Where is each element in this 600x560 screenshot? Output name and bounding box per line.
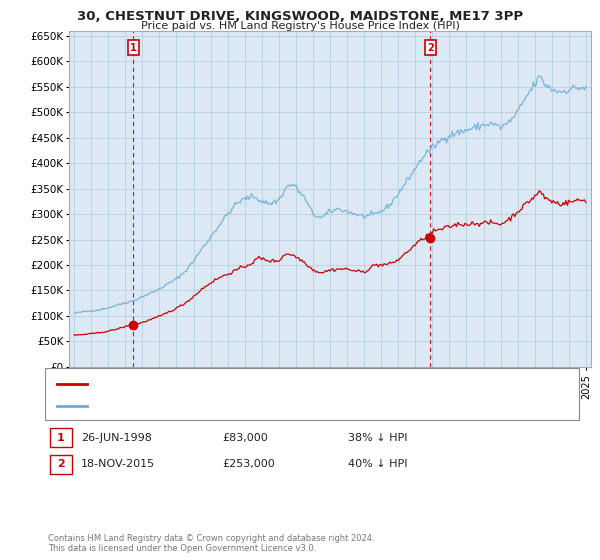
Text: 1: 1 xyxy=(57,432,65,442)
Text: £253,000: £253,000 xyxy=(222,459,275,469)
Text: 40% ↓ HPI: 40% ↓ HPI xyxy=(348,459,407,469)
Text: Price paid vs. HM Land Registry's House Price Index (HPI): Price paid vs. HM Land Registry's House … xyxy=(140,21,460,31)
Text: 30, CHESTNUT DRIVE, KINGSWOOD, MAIDSTONE, ME17 3PP (detached house): 30, CHESTNUT DRIVE, KINGSWOOD, MAIDSTONE… xyxy=(93,380,463,389)
Text: 26-JUN-1998: 26-JUN-1998 xyxy=(81,432,152,442)
Text: 2: 2 xyxy=(57,459,65,469)
Text: 30, CHESTNUT DRIVE, KINGSWOOD, MAIDSTONE, ME17 3PP: 30, CHESTNUT DRIVE, KINGSWOOD, MAIDSTONE… xyxy=(77,10,523,23)
Text: 2: 2 xyxy=(427,43,434,53)
Text: £83,000: £83,000 xyxy=(222,432,268,442)
Text: 18-NOV-2015: 18-NOV-2015 xyxy=(81,459,155,469)
Text: Contains HM Land Registry data © Crown copyright and database right 2024.
This d: Contains HM Land Registry data © Crown c… xyxy=(48,534,374,553)
Text: HPI: Average price, detached house, Maidstone: HPI: Average price, detached house, Maid… xyxy=(93,401,318,410)
Text: 1: 1 xyxy=(130,43,137,53)
Text: 38% ↓ HPI: 38% ↓ HPI xyxy=(348,432,407,442)
